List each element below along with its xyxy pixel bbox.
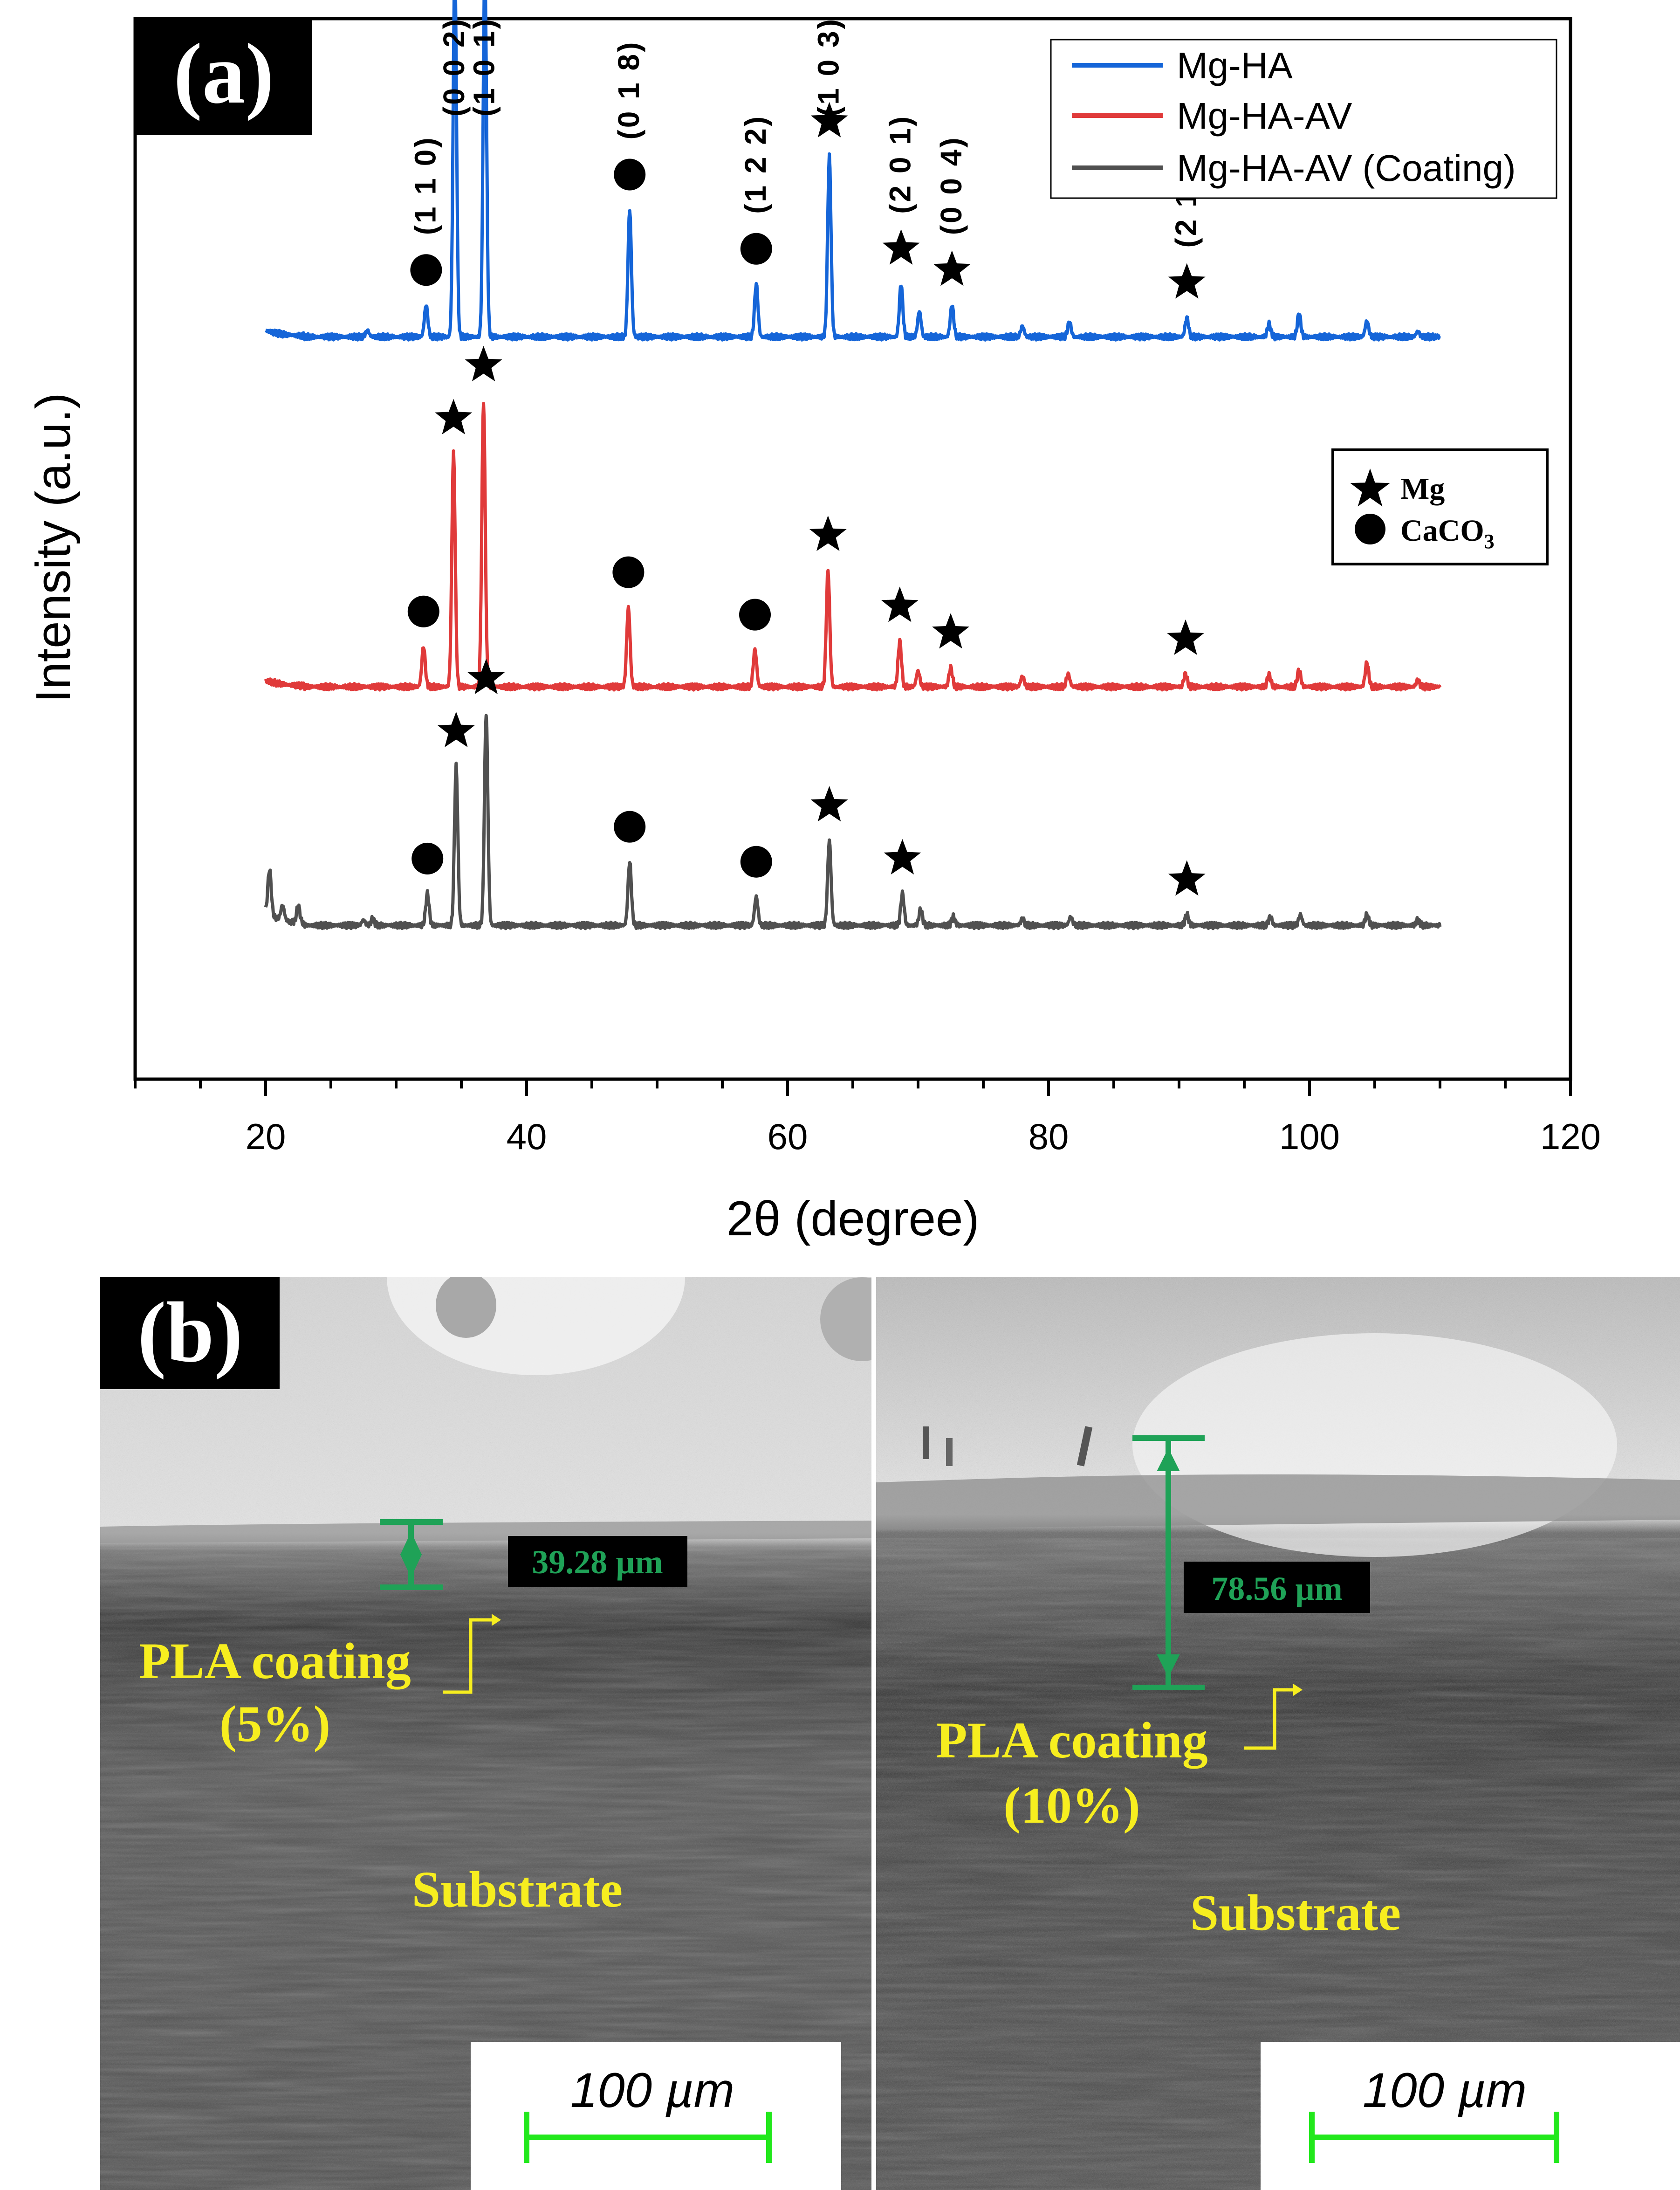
mg-star-marker (1168, 263, 1206, 299)
x-axis: 20 40 60 80 100 120 (134, 1079, 1601, 1157)
mg-star-marker (809, 516, 847, 551)
series-line-mg-ha-av-coating (264, 714, 1442, 930)
legend-label-mg-ha: Mg-HA (1177, 45, 1293, 86)
measure-right: 78.56 µm (1211, 1570, 1342, 1607)
panel-a-label: (a) (173, 26, 274, 122)
mg-star-marker (933, 250, 971, 286)
sem-panel: (b) 39.28 µm PLA coating (5%) Substrate … (100, 1277, 1680, 2190)
mg-star-marker (810, 786, 848, 822)
peak-label: (1 0 3) (812, 17, 845, 117)
caco3-circle-marker (740, 233, 772, 265)
coating-pct-left: (5%) (219, 1695, 330, 1752)
mg-star-marker (465, 346, 502, 381)
measure-box-left (508, 1536, 687, 1587)
mg-star-marker (435, 399, 473, 434)
mg-star-marker (881, 586, 919, 622)
peak-label: (1 2 2) (739, 115, 772, 214)
caco3-circle-marker (614, 811, 646, 843)
arrow-left (443, 1614, 501, 1694)
measure-left: 39.28 µm (532, 1543, 663, 1581)
mg-star-marker (810, 102, 848, 138)
panel-b-label: (b) (137, 1285, 243, 1380)
scale-bar-right: 100 µm (1261, 2042, 1680, 2190)
x-axis-title: 2θ (degree) (727, 1191, 980, 1246)
series-legend: Mg-HA Mg-HA-AV Mg-HA-AV (Coating) (1050, 39, 1557, 199)
xrd-chart: 20 40 60 80 100 120 (1 1 0) (0 0 2)(1 0 1) (0 1… (26, 0, 1601, 1246)
series-layer (264, 0, 1442, 930)
peak-label: (0 1 8) (612, 41, 645, 140)
x-tick-label: 120 (1540, 1116, 1601, 1157)
x-tick-label: 20 (246, 1116, 286, 1157)
caco3-circle-marker (740, 846, 772, 878)
panel-b-label-box (100, 1277, 280, 1389)
legend-label-mg: Mg (1400, 472, 1445, 506)
peak-label: (2 0 1) (884, 115, 917, 214)
phase-markers (407, 102, 1206, 896)
scale-bar-left: 100 µm (471, 2042, 841, 2190)
caco3-circle-marker (410, 254, 442, 286)
scale-label-right: 100 µm (1363, 2063, 1527, 2118)
x-tick-label: 60 (768, 1116, 808, 1157)
legend-star-icon (1350, 468, 1390, 507)
arrow-right (1244, 1684, 1303, 1750)
x-tick-label: 80 (1029, 1116, 1069, 1157)
scale-label-left: 100 µm (570, 2063, 734, 2118)
peak-label: (0 0 4) (934, 136, 968, 235)
series-line-mg-ha-av (264, 402, 1442, 692)
caco3-circle-marker (411, 842, 444, 875)
coating-label-right: PLA coating (936, 1712, 1208, 1769)
phase-legend: Mg CaCO3 (1331, 448, 1549, 565)
legend-label-coating: Mg-HA-AV (Coating) (1177, 147, 1516, 189)
x-tick-label: 40 (507, 1116, 547, 1157)
caco3-circle-marker (407, 595, 439, 627)
caco3-circle-marker (612, 556, 645, 588)
panel-a-label-box (135, 19, 312, 135)
mg-star-marker (1167, 619, 1204, 655)
legend-circle-icon (1355, 514, 1385, 544)
legend-label-caco3: CaCO3 (1400, 514, 1495, 553)
peak-label: (0 0 2) (437, 17, 471, 117)
coating-label-left: PLA coating (139, 1632, 411, 1689)
mg-star-marker (437, 711, 475, 747)
thickness-marker-right (1132, 1435, 1205, 1690)
thickness-marker-left (380, 1519, 443, 1590)
sem-image-left (100, 1277, 871, 2190)
series-line-mg-ha (264, 0, 1441, 342)
legend-label-mg-ha-av: Mg-HA-AV (1177, 95, 1352, 137)
substrate-label-right: Substrate (1190, 1884, 1401, 1941)
peak-label: (1 1 0) (408, 136, 442, 235)
mg-star-marker (1168, 860, 1206, 896)
measure-box-right (1184, 1562, 1370, 1613)
substrate-label-left: Substrate (412, 1861, 623, 1918)
x-tick-label: 100 (1279, 1116, 1340, 1157)
caco3-circle-marker (614, 158, 646, 191)
coating-pct-right: (10%) (1003, 1777, 1140, 1834)
caco3-circle-marker (739, 599, 771, 631)
mg-star-marker (882, 229, 920, 265)
mg-star-marker (884, 839, 921, 875)
peak-label: (1 0 1) (467, 17, 501, 117)
mg-star-marker (932, 613, 969, 649)
y-axis-title: Intensity (a.u.) (26, 393, 81, 702)
mg-star-marker (467, 659, 505, 695)
